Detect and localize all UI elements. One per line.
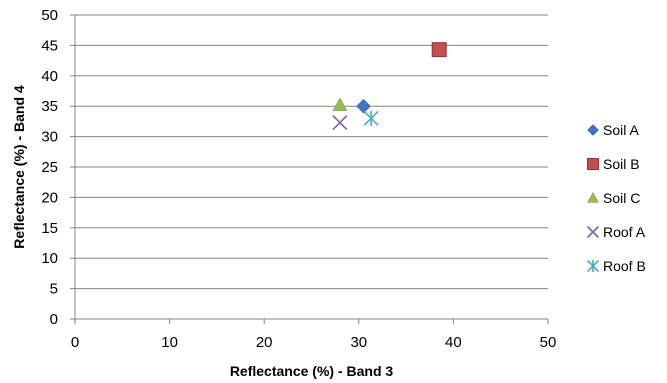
grid-lines — [75, 14, 548, 290]
axes — [70, 14, 549, 324]
legend-entry-soil-b: Soil B — [587, 156, 640, 172]
legend-entry-soil-c: Soil C — [587, 190, 640, 206]
y-tick-label: 25 — [41, 159, 58, 176]
x-tick-label: 30 — [350, 334, 367, 351]
x-axis-title: Reflectance (%) - Band 3 — [230, 363, 394, 379]
legend-entry-roof-a: Roof A — [586, 224, 646, 240]
y-tick-label: 40 — [41, 68, 58, 85]
legend-label-soil-b: Soil B — [603, 156, 640, 172]
y-tick-label: 50 — [41, 7, 58, 24]
data-point-soil-a — [356, 98, 371, 114]
x-tick-labels: 0 10 20 30 40 50 — [71, 334, 557, 351]
y-tick-labels: 0 5 10 15 20 25 30 35 40 45 50 — [41, 7, 58, 328]
x-tick-label: 20 — [256, 334, 273, 351]
legend-marker-soil-b — [587, 158, 599, 170]
x-tick-label: 40 — [445, 334, 462, 351]
legend-marker-soil-a — [587, 124, 599, 136]
data-points — [332, 42, 447, 131]
legend-entry-roof-b: Roof B — [586, 258, 646, 274]
legend-marker-roof-a — [586, 225, 600, 239]
legend-label-soil-a: Soil A — [603, 122, 639, 138]
x-tick-label: 0 — [71, 334, 79, 351]
y-tick-label: 5 — [50, 281, 58, 298]
legend: Soil A Soil B Soil C Roof A Roof B — [586, 122, 646, 274]
y-tick-label: 10 — [41, 250, 58, 267]
legend-entry-soil-a: Soil A — [587, 122, 639, 138]
data-point-soil-b — [431, 42, 447, 58]
y-tick-label: 0 — [50, 311, 58, 328]
y-tick-label: 20 — [41, 189, 58, 206]
y-tick-label: 45 — [41, 37, 58, 54]
y-axis-title: Reflectance (%) - Band 4 — [11, 85, 27, 249]
legend-label-soil-c: Soil C — [603, 190, 640, 206]
y-tick-label: 15 — [41, 220, 58, 237]
data-point-soil-c — [332, 97, 348, 111]
legend-label-roof-b: Roof B — [603, 258, 646, 274]
legend-label-roof-a: Roof A — [603, 224, 646, 240]
legend-marker-roof-b — [586, 259, 600, 273]
y-tick-label: 30 — [41, 129, 58, 146]
data-point-roof-b — [363, 110, 379, 127]
legend-marker-soil-c — [587, 191, 599, 203]
x-tick-label: 50 — [540, 334, 557, 351]
x-tick-label: 10 — [161, 334, 178, 351]
y-tick-label: 35 — [41, 98, 58, 115]
data-point-roof-a — [332, 115, 348, 131]
